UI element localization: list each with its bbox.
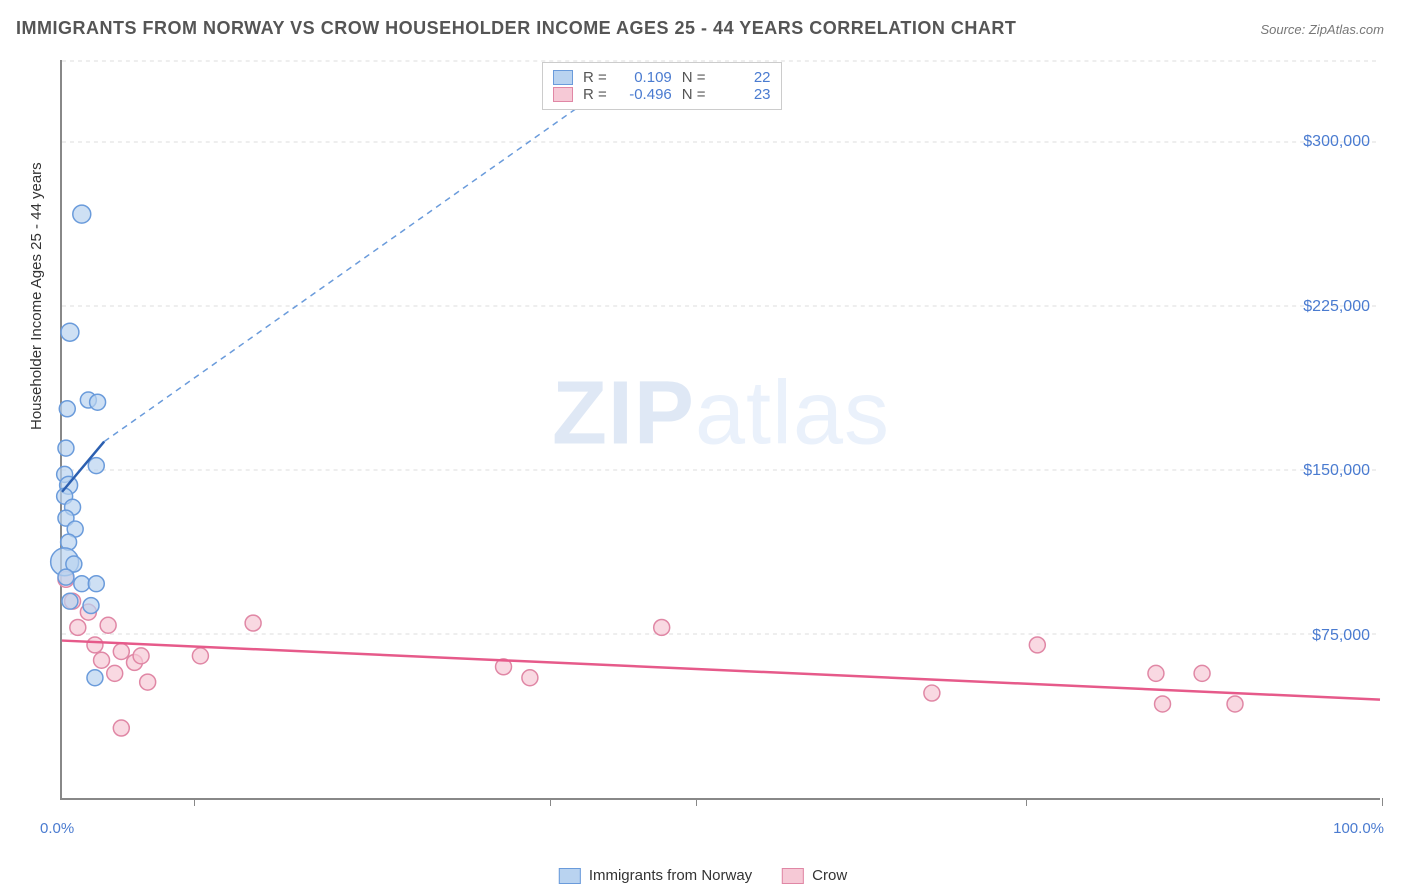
x-axis-max-label: 100.0% — [1333, 820, 1384, 837]
scatter-point-series1 — [88, 576, 104, 592]
source-attribution: Source: ZipAtlas.com — [1260, 22, 1384, 37]
legend-label-series1: Immigrants from Norway — [589, 867, 752, 884]
scatter-point-series2 — [522, 670, 538, 686]
scatter-point-series1 — [90, 394, 106, 410]
scatter-point-series2 — [133, 648, 149, 664]
correlation-row-series1: R = 0.109 N = 22 — [553, 69, 771, 86]
legend: Immigrants from Norway Crow — [559, 867, 847, 884]
scatter-point-series1 — [59, 401, 75, 417]
swatch-series1 — [553, 70, 573, 85]
legend-item-series2: Crow — [782, 867, 847, 884]
y-axis-label: Householder Income Ages 25 - 44 years — [28, 162, 45, 430]
source-link[interactable]: ZipAtlas.com — [1309, 22, 1384, 37]
scatter-point-series1 — [88, 458, 104, 474]
chart-title: IMMIGRANTS FROM NORWAY VS CROW HOUSEHOLD… — [16, 18, 1016, 39]
x-tick-mark — [1382, 798, 1383, 806]
r-label: R = — [583, 69, 607, 86]
scatter-point-series2 — [1148, 665, 1164, 681]
x-tick-mark — [194, 798, 195, 806]
scatter-point-series2 — [100, 617, 116, 633]
chart-svg — [62, 60, 1380, 798]
scatter-point-series2 — [1194, 665, 1210, 681]
swatch-series2 — [553, 87, 573, 102]
y-tick-label: $150,000 — [1303, 462, 1370, 480]
scatter-point-series2 — [70, 619, 86, 635]
n-label: N = — [682, 69, 706, 86]
scatter-point-series2 — [192, 648, 208, 664]
x-tick-mark — [550, 798, 551, 806]
scatter-point-series2 — [140, 674, 156, 690]
n-label: N = — [682, 86, 706, 103]
correlation-row-series2: R = -0.496 N = 23 — [553, 86, 771, 103]
scatter-point-series2 — [87, 637, 103, 653]
scatter-point-series2 — [1155, 696, 1171, 712]
swatch-series1 — [559, 868, 581, 884]
scatter-point-series1 — [83, 598, 99, 614]
y-tick-label: $300,000 — [1303, 133, 1370, 151]
scatter-point-series1 — [62, 593, 78, 609]
legend-label-series2: Crow — [812, 867, 847, 884]
swatch-series2 — [782, 868, 804, 884]
scatter-point-series1 — [58, 569, 74, 585]
x-tick-mark — [1026, 798, 1027, 806]
x-axis-min-label: 0.0% — [40, 820, 74, 837]
scatter-point-series2 — [1227, 696, 1243, 712]
r-label: R = — [583, 86, 607, 103]
y-tick-label: $75,000 — [1312, 627, 1370, 645]
scatter-point-series2 — [113, 644, 129, 660]
scatter-point-series2 — [94, 652, 110, 668]
y-tick-label: $225,000 — [1303, 298, 1370, 316]
x-tick-mark — [696, 798, 697, 806]
r-value-series1: 0.109 — [617, 69, 672, 86]
r-value-series2: -0.496 — [617, 86, 672, 103]
scatter-point-series2 — [654, 619, 670, 635]
scatter-point-series2 — [245, 615, 261, 631]
correlation-stats-box: R = 0.109 N = 22 R = -0.496 N = 23 — [542, 62, 782, 110]
scatter-point-series1 — [58, 440, 74, 456]
n-value-series1: 22 — [716, 69, 771, 86]
scatter-point-series2 — [1029, 637, 1045, 653]
n-value-series2: 23 — [716, 86, 771, 103]
plot-area: ZIPatlas $75,000$150,000$225,000$300,000… — [60, 60, 1380, 800]
scatter-point-series1 — [74, 576, 90, 592]
scatter-point-series2 — [924, 685, 940, 701]
scatter-point-series2 — [113, 720, 129, 736]
scatter-point-series2 — [107, 665, 123, 681]
scatter-point-series1 — [73, 205, 91, 223]
legend-item-series1: Immigrants from Norway — [559, 867, 752, 884]
scatter-point-series1 — [87, 670, 103, 686]
source-label: Source: — [1260, 22, 1308, 37]
correlation-chart: IMMIGRANTS FROM NORWAY VS CROW HOUSEHOLD… — [0, 0, 1406, 892]
scatter-point-series1 — [61, 323, 79, 341]
